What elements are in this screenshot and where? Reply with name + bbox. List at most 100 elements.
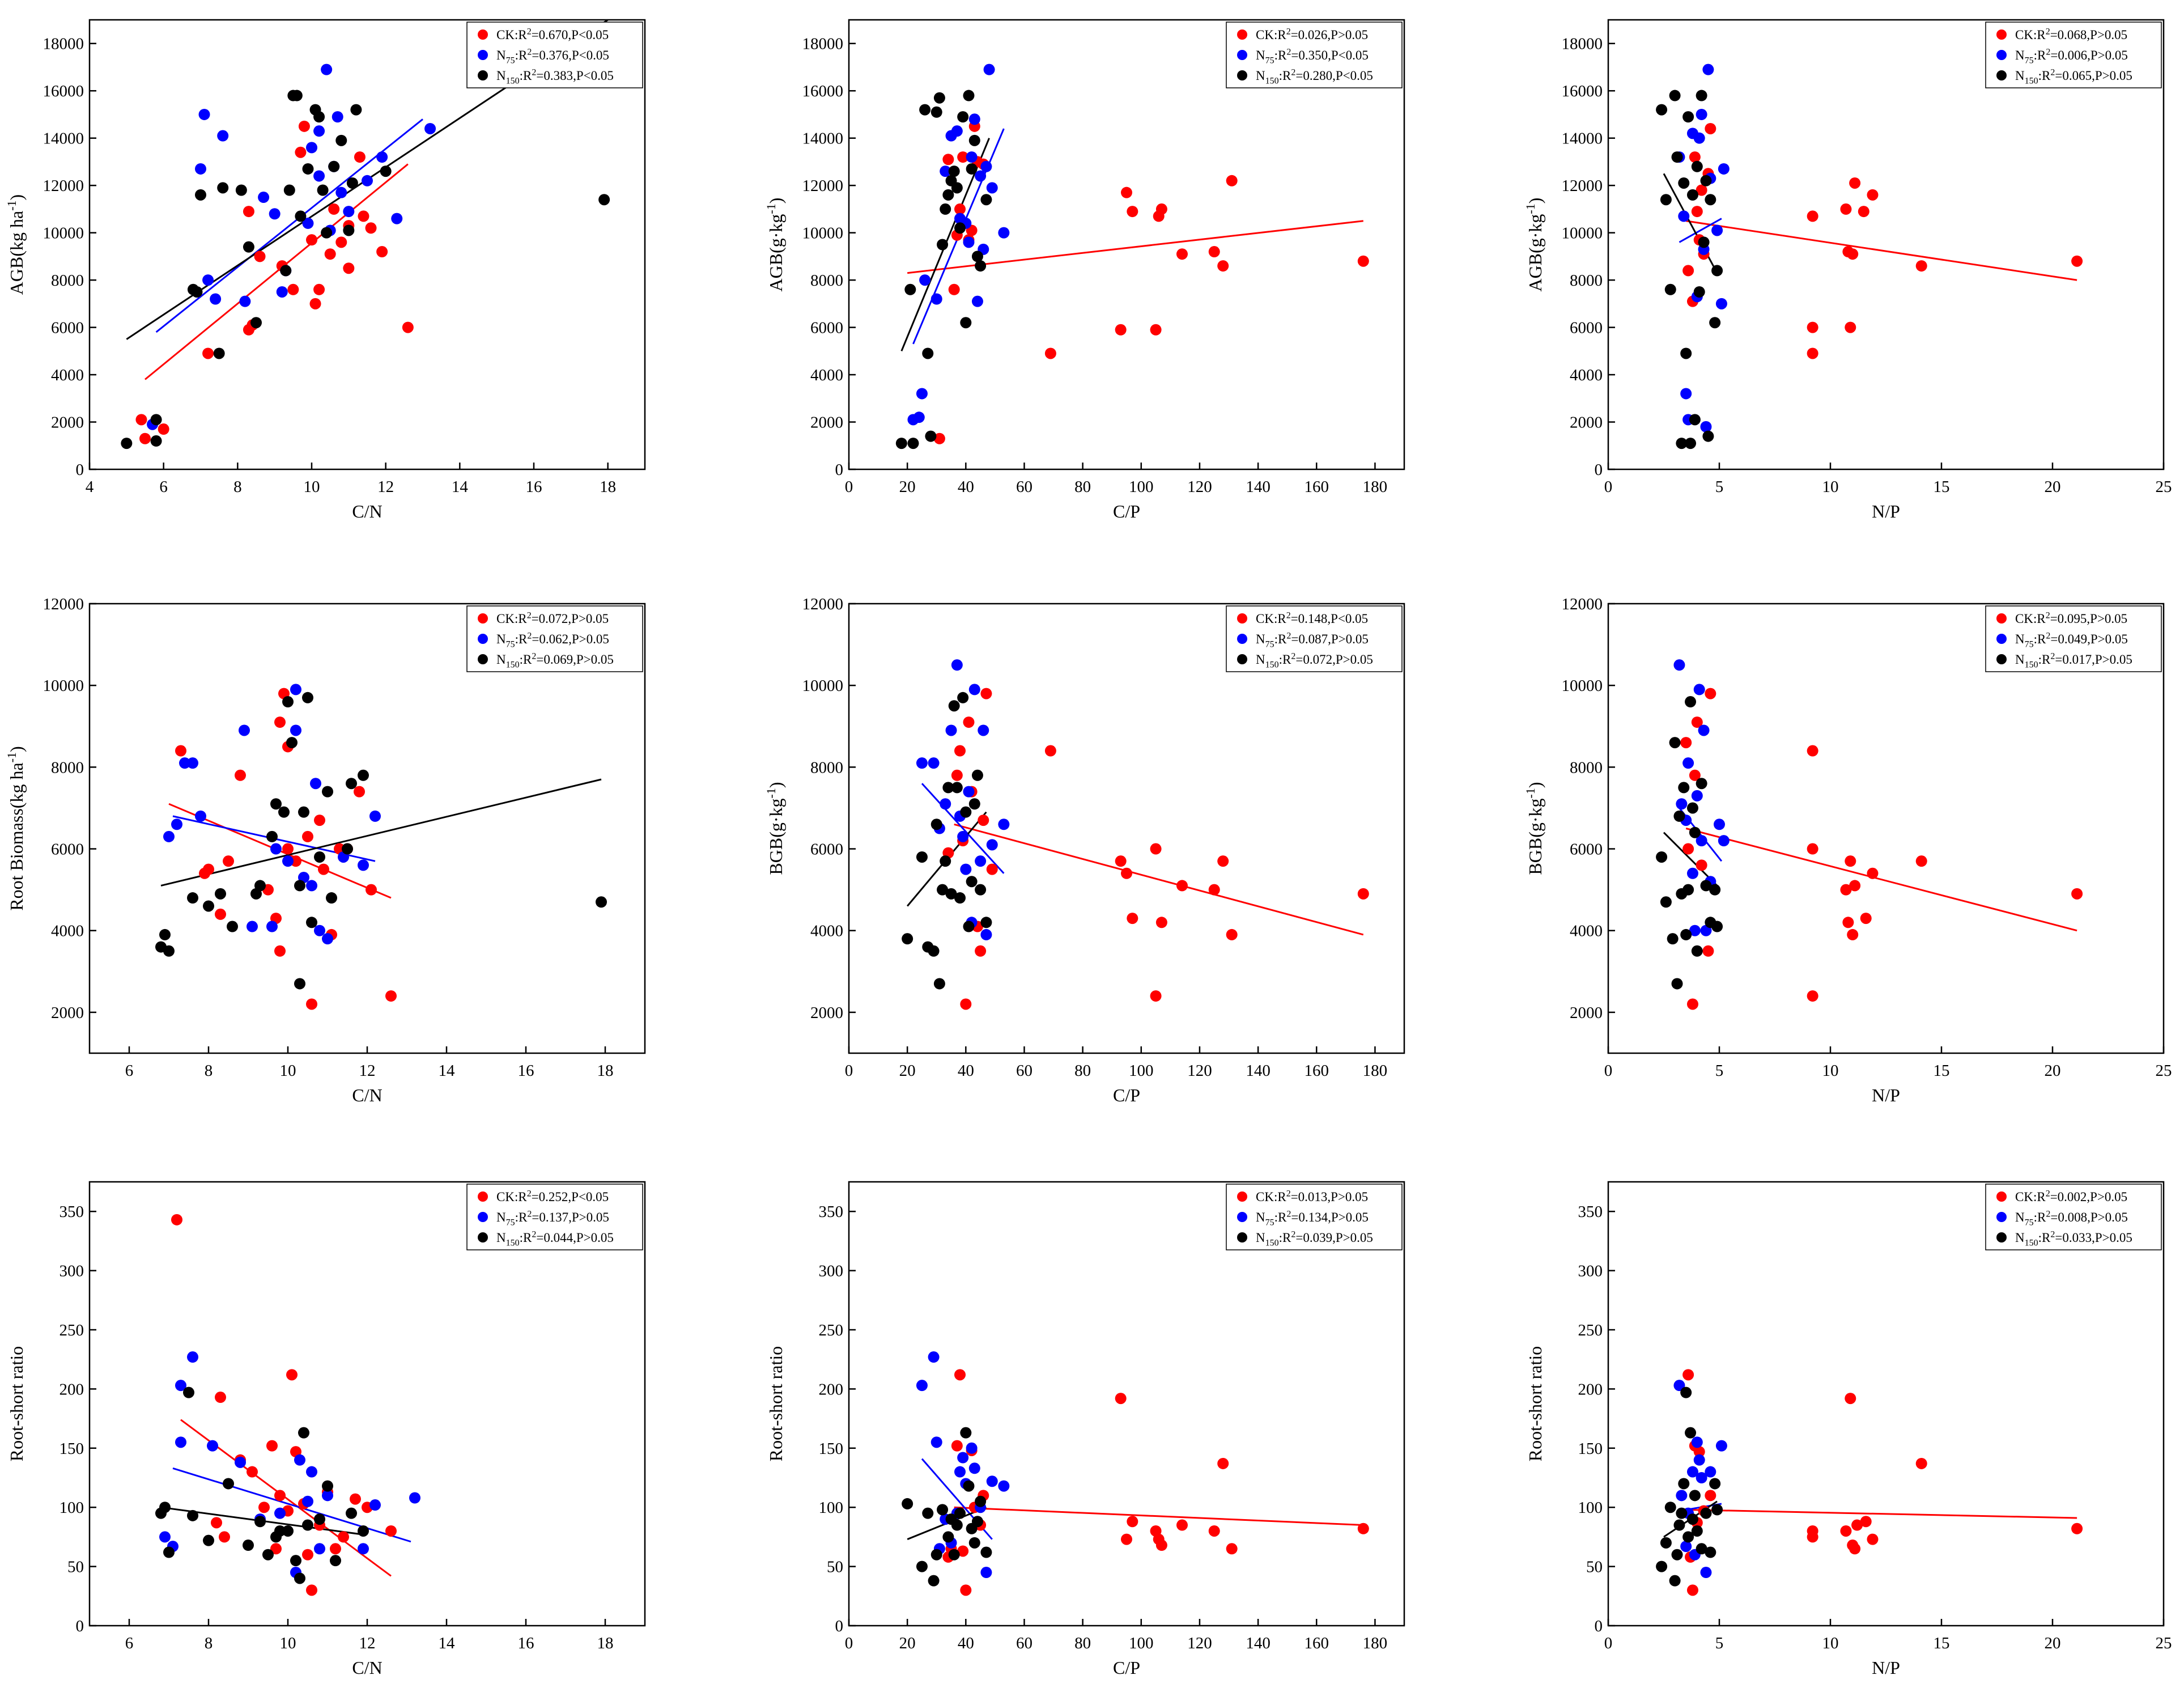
legend-marker-n150: [1996, 1232, 2007, 1243]
point-ck: [986, 863, 998, 875]
point-n150: [1664, 1502, 1676, 1513]
legend-entry-n75: N75:R2=0.008,P>0.05: [2015, 1209, 2128, 1227]
point-ck: [175, 745, 186, 757]
point-ck: [954, 745, 966, 757]
point-ck: [1217, 855, 1229, 867]
point-ck: [354, 786, 365, 798]
point-n150: [217, 182, 229, 194]
point-ck: [274, 945, 286, 957]
point-n75: [310, 778, 321, 790]
panel-p3: 0 5 10 15 20 25 0 2000 4000 6000 8000 10000 12000 140…: [1523, 19, 2172, 521]
x-tick-label: 18: [600, 478, 616, 496]
point-ck: [1150, 990, 1162, 1002]
x-tick-label: 180: [1363, 1062, 1388, 1080]
point-n150: [954, 222, 966, 234]
point-n150: [971, 251, 983, 262]
point-n150: [1700, 1507, 1712, 1519]
point-ck: [1840, 203, 1852, 215]
point-ck: [287, 283, 299, 295]
point-ck: [1115, 1393, 1127, 1405]
point-n75: [1686, 1466, 1698, 1478]
y-tick-label: 200: [819, 1380, 844, 1398]
fit-line-ck: [145, 163, 409, 380]
legend-box: [1226, 22, 1403, 88]
point-ck: [954, 203, 966, 215]
legend-marker-ck: [1996, 613, 2007, 624]
point-n75: [1691, 1436, 1703, 1448]
point-ck: [314, 815, 325, 826]
point-n75: [217, 130, 229, 142]
y-axis-label: Root-short ratio: [6, 1346, 27, 1462]
y-tick-label: 10000: [43, 224, 84, 243]
point-n75: [1680, 388, 1692, 400]
point-ck: [951, 1440, 963, 1452]
legend-box: [1985, 1184, 2162, 1250]
x-tick-label: 160: [1305, 478, 1329, 496]
point-ck: [1208, 884, 1220, 896]
x-tick-label: 100: [1129, 1634, 1154, 1652]
point-n150: [1709, 1478, 1721, 1490]
point-n150: [1693, 286, 1705, 298]
point-n150: [968, 1537, 980, 1549]
legend-entry-ck: CK:R2=0.026,P>0.05: [1256, 27, 1368, 42]
point-n150: [1709, 884, 1721, 896]
point-ck: [1226, 1543, 1238, 1555]
y-tick-label: 300: [1578, 1262, 1603, 1280]
point-n150: [1678, 177, 1690, 189]
point-n150: [1705, 1546, 1716, 1558]
point-n75: [998, 819, 1010, 830]
y-axis-label: BGB(g·kg-1): [1523, 782, 1545, 875]
point-ck: [951, 769, 963, 781]
point-n150: [346, 1507, 357, 1519]
legend-box: [466, 1184, 643, 1250]
point-n150: [1676, 438, 1688, 449]
point-n150: [940, 855, 951, 867]
legend-marker-ck: [1237, 29, 1247, 40]
point-n150: [254, 1516, 266, 1528]
point-n150: [957, 692, 969, 703]
point-n150: [283, 184, 295, 196]
point-ck: [1915, 855, 1927, 867]
legend-entry-n150: N150:R2=0.033,P>0.05: [2015, 1229, 2132, 1248]
point-n150: [1660, 896, 1672, 908]
x-tick-label: 10: [1822, 1634, 1839, 1652]
legend-marker-n150: [1996, 70, 2007, 80]
point-n150: [1678, 782, 1690, 794]
point-n75: [282, 855, 294, 867]
y-tick-label: 10000: [1562, 224, 1603, 243]
fit-line-n75: [1679, 218, 1722, 243]
point-n150: [121, 438, 133, 449]
point-n150: [1698, 236, 1710, 248]
x-tick-label: 15: [1934, 478, 1950, 496]
point-ck: [1357, 255, 1369, 267]
point-n150: [1669, 737, 1681, 749]
y-tick-label: 12000: [802, 595, 844, 613]
point-ck: [215, 1392, 226, 1403]
point-n150: [963, 921, 975, 932]
x-tick-label: 12: [377, 478, 394, 496]
point-ck: [330, 1543, 341, 1555]
point-n75: [269, 208, 281, 220]
y-tick-label: 2000: [810, 414, 843, 432]
point-ck: [1176, 248, 1188, 260]
point-ck: [1867, 867, 1879, 879]
legend-entry-ck: CK:R2=0.670,P<0.05: [496, 27, 609, 42]
point-n75: [957, 1452, 969, 1464]
x-tick-label: 20: [2045, 1062, 2061, 1080]
point-ck: [1807, 745, 1818, 757]
y-tick-label: 250: [819, 1321, 844, 1339]
legend-box: [466, 605, 643, 672]
point-ck: [933, 432, 945, 444]
point-n75: [968, 113, 980, 125]
point-n150: [942, 189, 954, 201]
point-ck: [1867, 189, 1879, 201]
point-n150: [1705, 194, 1716, 206]
panel-p9: 0 5 10 15 20 25050100150200250300350N/PRoot-s…: [1525, 1181, 2172, 1678]
y-tick-label: 100: [1578, 1499, 1603, 1517]
point-n150: [1711, 921, 1723, 932]
point-ck: [158, 423, 169, 435]
legend-marker-n150: [1237, 1232, 1247, 1243]
point-ck: [1851, 1519, 1863, 1531]
legend-entry-n150: N150:R2=0.072,P>0.05: [1256, 651, 1373, 669]
point-n150: [1669, 1575, 1681, 1587]
